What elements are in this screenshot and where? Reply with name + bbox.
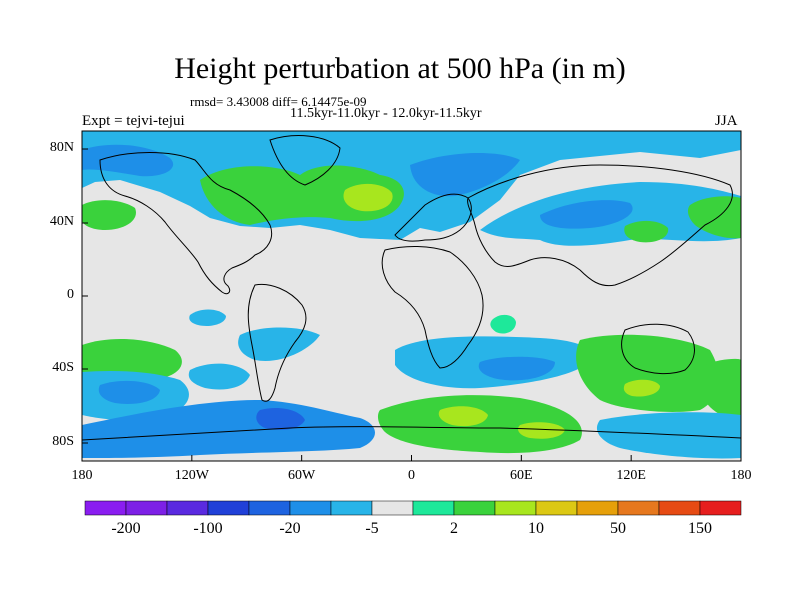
colorbar-box	[576, 500, 619, 516]
contour-positive-east-asia	[624, 220, 669, 243]
contour-negative-asia-core	[540, 200, 633, 229]
coast-asia	[467, 164, 733, 287]
colorbar-label: 2	[450, 520, 458, 537]
colorbar-box	[535, 500, 578, 516]
lat-tick-label: 40N	[49, 214, 74, 229]
contour-positive-north-pacific-west	[82, 200, 136, 230]
lon-tick-label: 180	[730, 468, 752, 483]
lon-tick-label: 180	[71, 468, 93, 483]
contour-positive-antarctic-ross	[518, 422, 565, 439]
lon-tick-label: 60W	[288, 468, 316, 483]
contour-positive-south-pacific-west	[699, 358, 741, 420]
map-title: Height perturbation at 500 hPa (in m)	[174, 52, 626, 85]
lat-tick-label: 80N	[49, 140, 74, 155]
colorbar-label: -200	[111, 520, 141, 537]
contour-negative-south-indian-core	[478, 356, 555, 381]
colorbar-box	[84, 500, 127, 516]
colorbar-box	[453, 500, 496, 516]
colorbar-box	[617, 500, 660, 516]
experiment-label: Expt = tejvi-tejui	[82, 113, 185, 129]
contour-negative-eurasia	[410, 153, 520, 197]
colorbar	[84, 500, 742, 516]
lat-tick-label: 0	[67, 287, 74, 302]
coast-north-america	[99, 152, 273, 295]
lon-tick-label: 60E	[510, 468, 533, 483]
contour-positive-south-indian	[576, 334, 719, 412]
colorbar-box	[289, 500, 332, 516]
coast-south-america	[247, 283, 307, 402]
contour-negative-antarctic-core	[256, 408, 305, 430]
coast-antarctica	[82, 426, 741, 441]
contour-positive-south-indian-core	[623, 379, 660, 397]
colorbar-label: -20	[279, 520, 301, 537]
coast-africa	[381, 245, 484, 369]
colorbar-label: -100	[193, 520, 223, 537]
lat-tick-label: 40S	[52, 360, 74, 375]
contour-negative-pacific-tropic	[189, 309, 226, 326]
contour-positive-south-pacific-east	[82, 338, 182, 380]
longitude-ticks	[81, 455, 742, 461]
contour-negative-antarctic-band	[82, 400, 375, 458]
season-label: JJA	[715, 113, 738, 129]
contour-positive-north-atlantic	[200, 165, 404, 225]
colorbar-label: 150	[688, 520, 712, 537]
colorbar-box	[494, 500, 537, 516]
contour-positive-antarctic-core	[438, 406, 488, 427]
colorbar-label: 10	[528, 520, 544, 537]
colorbar-box	[248, 500, 291, 516]
colorbar-box	[699, 500, 742, 516]
coast-greenland	[269, 135, 341, 186]
contour-negative-antarctic-east	[596, 412, 741, 459]
stats-text: rmsd= 3.43008 diff= 6.14475e-09	[190, 94, 367, 109]
period-text: 11.5kyr-11.0kyr - 12.0kyr-11.5kyr	[290, 106, 482, 121]
lon-tick-label: 0	[408, 468, 415, 483]
colorbar-box	[125, 500, 168, 516]
contour-positive-antarctic-band	[377, 395, 582, 454]
colorbar-box	[330, 500, 373, 516]
colorbar-label: -5	[365, 520, 379, 537]
colorbar-label: 50	[610, 520, 626, 537]
colorbar-box	[207, 500, 250, 516]
contour-negative-south-pacific-core	[98, 380, 160, 404]
latitude-ticks	[82, 148, 88, 444]
lon-tick-label: 120W	[174, 468, 209, 483]
contour-positive-north-atlantic-core	[343, 183, 393, 212]
coast-europe	[394, 193, 472, 242]
contour-positive-indian-ocean	[490, 314, 516, 334]
coast-australia	[621, 323, 695, 375]
contour-negative-south-pacific-central	[188, 363, 250, 390]
coastlines	[82, 135, 741, 441]
contour-field	[82, 131, 741, 461]
lon-tick-label: 120E	[616, 468, 646, 483]
lat-tick-label: 80S	[52, 434, 74, 449]
colorbar-box	[658, 500, 701, 516]
colorbar-box	[166, 500, 209, 516]
colorbar-box	[412, 500, 455, 516]
colorbar-box	[371, 500, 414, 516]
